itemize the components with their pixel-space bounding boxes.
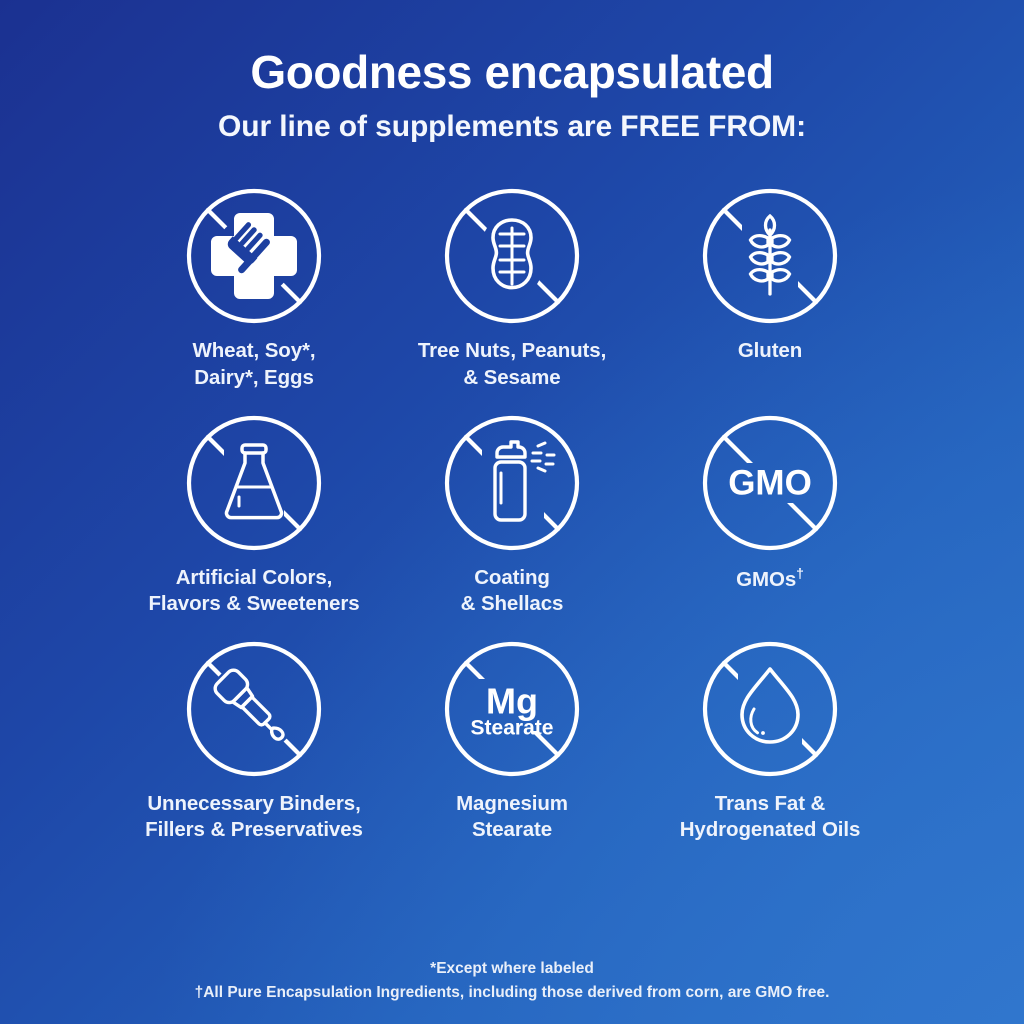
no-oil-droplet-icon	[696, 635, 844, 783]
grid-item-label: Artificial Colors, Flavors & Sweeteners	[148, 565, 359, 617]
grid-item-artificial-colors: Artificial Colors, Flavors & Sweeteners	[125, 409, 383, 617]
no-allergen-cross-fork-icon	[180, 182, 328, 330]
no-gmo-text-icon: GMO	[696, 409, 844, 557]
footnotes: *Except where labeled †All Pure Encapsul…	[0, 960, 1024, 1002]
no-dropper-pipette-icon	[180, 635, 328, 783]
grid-item-label: Unnecessary Binders, Fillers & Preservat…	[145, 791, 363, 843]
label-line-2: Hydrogenated Oils	[679, 818, 861, 842]
no-erlenmeyer-flask-icon	[180, 409, 328, 557]
no-magnesium-stearate-text-icon: Mg Stearate	[438, 635, 586, 783]
free-from-grid: Wheat, Soy*, Dairy*, Eggs	[0, 182, 1024, 843]
header: Goodness encapsulated Our line of supple…	[0, 0, 1024, 144]
mg-inner-text: Mg	[486, 681, 538, 722]
label-line-2: & Shellacs	[460, 592, 564, 615]
grid-item-label: Coating & Shellacs	[461, 565, 564, 617]
grid-item-gluten: Gluten	[641, 182, 899, 390]
label-line-1: Tree Nuts, Peanuts,	[417, 339, 607, 363]
grid-item-magnesium-stearate: Mg Stearate Magnesium Stearate	[383, 635, 641, 843]
page-subtitle: Our line of supplements are FREE FROM:	[218, 110, 806, 144]
label-line-1: Gluten	[737, 339, 803, 363]
grid-item-coating: Coating & Shellacs	[383, 409, 641, 617]
label-line-2: Fillers & Preservatives	[145, 818, 363, 842]
label-line-2: Stearate	[471, 818, 553, 842]
grid-item-gmo: GMO GMOs†	[641, 409, 899, 617]
footnote-asterisk: *Except where labeled	[430, 960, 594, 977]
label-line-2: & Sesame	[463, 365, 561, 389]
label-line-1: Magnesium	[456, 792, 568, 816]
no-peanut-icon	[438, 182, 586, 330]
grid-item-nuts: Tree Nuts, Peanuts, & Sesame	[383, 182, 641, 390]
label-line-2: Dairy*, Eggs	[194, 365, 314, 389]
grid-item-binders: Unnecessary Binders, Fillers & Preservat…	[125, 635, 383, 843]
dagger-superscript: †	[796, 564, 804, 581]
label-line-1: Coating	[474, 565, 550, 589]
page-title: Goodness encapsulated	[250, 46, 774, 98]
label-line-1: Wheat, Soy*,	[192, 339, 316, 363]
label-line-1: Artificial Colors,	[175, 565, 333, 589]
footnote-dagger: †All Pure Encapsulation Ingredients, inc…	[194, 984, 830, 1001]
no-wheat-stalk-icon	[696, 182, 844, 330]
gmo-inner-text: GMO	[728, 463, 812, 502]
grid-item-label: Gluten	[738, 338, 802, 364]
label-line-1: Unnecessary Binders,	[147, 792, 361, 816]
grid-item-allergens: Wheat, Soy*, Dairy*, Eggs	[125, 182, 383, 390]
label-line-1: Trans Fat &	[714, 792, 826, 816]
grid-item-trans-fat: Trans Fat & Hydrogenated Oils	[641, 635, 899, 843]
no-spray-can-icon	[438, 409, 586, 557]
grid-item-label: GMOs†	[736, 565, 804, 593]
label-line-1: GMOs†	[736, 565, 804, 593]
grid-item-label: Trans Fat & Hydrogenated Oils	[680, 791, 861, 843]
gmos-label-text: GMOs	[736, 567, 797, 591]
grid-item-label: Tree Nuts, Peanuts, & Sesame	[418, 338, 606, 390]
label-line-2: Flavors & Sweeteners	[148, 592, 360, 615]
grid-item-label: Wheat, Soy*, Dairy*, Eggs	[193, 338, 316, 390]
grid-item-label: Magnesium Stearate	[456, 791, 568, 843]
stearate-inner-text: Stearate	[471, 717, 554, 740]
